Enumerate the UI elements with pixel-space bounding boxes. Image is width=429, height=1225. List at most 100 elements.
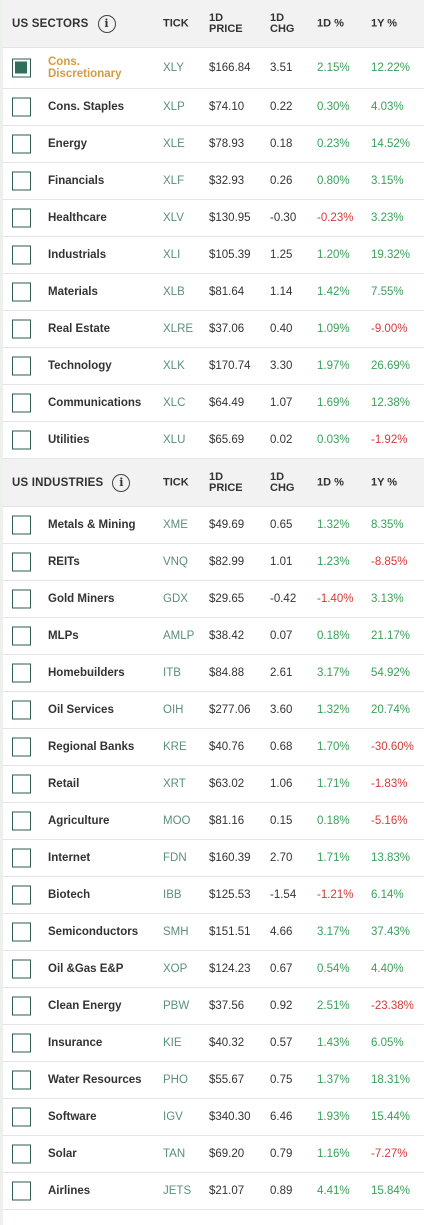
- row-name[interactable]: Energy: [48, 138, 87, 150]
- row-name[interactable]: REITs: [48, 556, 80, 568]
- row-name[interactable]: Airlines: [48, 1185, 91, 1197]
- row-name[interactable]: Semiconductors: [48, 926, 139, 938]
- table-row[interactable]: Real Estate XLRE $37.06 0.40 1.09% -9.00%: [3, 311, 424, 348]
- table-row[interactable]: Insurance KIE $40.32 0.57 1.43% 6.05%: [3, 1025, 424, 1062]
- row-checkbox[interactable]: [12, 356, 31, 376]
- col-header-1y-pct[interactable]: 1Y %: [371, 17, 398, 29]
- row-tick[interactable]: FDN: [163, 852, 187, 864]
- row-checkbox[interactable]: [12, 208, 31, 228]
- row-tick[interactable]: XLK: [163, 360, 185, 372]
- row-tick[interactable]: GDX: [163, 593, 188, 605]
- row-tick[interactable]: PBW: [163, 1000, 190, 1012]
- row-checkbox[interactable]: [12, 811, 31, 831]
- row-name[interactable]: Oil Services: [48, 704, 114, 716]
- col-header-1y-pct[interactable]: 1Y %: [371, 476, 398, 488]
- table-row[interactable]: Metals & Mining XME $49.69 0.65 1.32% 8.35%: [3, 507, 424, 544]
- row-name[interactable]: Healthcare: [48, 212, 107, 224]
- row-tick[interactable]: KRE: [163, 741, 187, 753]
- row-name[interactable]: Homebuilders: [48, 667, 125, 679]
- row-checkbox[interactable]: [12, 1144, 31, 1164]
- table-row[interactable]: REITs VNQ $82.99 1.01 1.23% -8.85%: [3, 544, 424, 581]
- row-checkbox[interactable]: [12, 1033, 31, 1053]
- row-checkbox[interactable]: [12, 1107, 31, 1127]
- row-tick[interactable]: TAN: [163, 1148, 186, 1160]
- row-checkbox[interactable]: [12, 393, 31, 413]
- table-row[interactable]: Software IGV $340.30 6.46 1.93% 15.44%: [3, 1099, 424, 1136]
- row-checkbox[interactable]: [12, 1181, 31, 1201]
- table-row[interactable]: Cons. Staples XLP $74.10 0.22 0.30% 4.03%: [3, 89, 424, 126]
- table-row[interactable]: Industrials XLI $105.39 1.25 1.20% 19.32%: [3, 237, 424, 274]
- row-checkbox[interactable]: [12, 774, 31, 794]
- table-row[interactable]: Agriculture MOO $81.16 0.15 0.18% -5.16%: [3, 803, 424, 840]
- row-tick[interactable]: XLY: [163, 62, 184, 74]
- table-row[interactable]: Healthcare XLV $130.95 -0.30 -0.23% 3.23%: [3, 200, 424, 237]
- row-name[interactable]: Regional Banks: [48, 741, 135, 753]
- row-tick[interactable]: IBB: [163, 889, 182, 901]
- table-row[interactable]: Gold Miners GDX $29.65 -0.42 -1.40% 3.13%: [3, 581, 424, 618]
- table-row[interactable]: Semiconductors SMH $151.51 4.66 3.17% 37.43%: [3, 914, 424, 951]
- row-tick[interactable]: IGV: [163, 1111, 183, 1123]
- row-checkbox[interactable]: [12, 848, 31, 868]
- row-name[interactable]: Internet: [48, 852, 91, 864]
- row-name[interactable]: Clean Energy: [48, 1000, 122, 1012]
- row-checkbox[interactable]: [12, 97, 31, 117]
- row-checkbox[interactable]: [12, 737, 31, 757]
- info-icon[interactable]: i: [97, 14, 116, 33]
- col-header-1d-pct[interactable]: 1D %: [317, 476, 344, 488]
- table-row[interactable]: Biotech IBB $125.53 -1.54 -1.21% 6.14%: [3, 877, 424, 914]
- row-name[interactable]: Utilities: [48, 434, 90, 446]
- row-tick[interactable]: OIH: [163, 704, 184, 716]
- table-row[interactable]: Communications XLC $64.49 1.07 1.69% 12.38%: [3, 385, 424, 422]
- row-name[interactable]: Financials: [48, 175, 105, 187]
- row-tick[interactable]: PHO: [163, 1074, 188, 1086]
- row-tick[interactable]: XME: [163, 519, 188, 531]
- table-row[interactable]: Solar TAN $69.20 0.79 1.16% -7.27%: [3, 1136, 424, 1173]
- row-checkbox[interactable]: [12, 700, 31, 720]
- row-checkbox[interactable]: [12, 626, 31, 646]
- row-name[interactable]: Industrials: [48, 249, 107, 261]
- row-tick[interactable]: MOO: [163, 815, 191, 827]
- row-name[interactable]: Materials: [48, 286, 98, 298]
- row-name[interactable]: Gold Miners: [48, 593, 115, 605]
- row-tick[interactable]: JETS: [163, 1185, 192, 1197]
- row-checkbox[interactable]: [12, 589, 31, 609]
- row-name[interactable]: Real Estate: [48, 323, 111, 335]
- row-tick[interactable]: XLC: [163, 397, 186, 409]
- row-tick[interactable]: XOP: [163, 963, 188, 975]
- table-row[interactable]: Retail XRT $63.02 1.06 1.71% -1.83%: [3, 766, 424, 803]
- row-tick[interactable]: KIE: [163, 1037, 182, 1049]
- row-name[interactable]: Biotech: [48, 889, 91, 901]
- info-icon[interactable]: i: [112, 473, 131, 492]
- col-header-tick[interactable]: TICK: [163, 476, 189, 488]
- table-row[interactable]: Materials XLB $81.64 1.14 1.42% 7.55%: [3, 274, 424, 311]
- row-name[interactable]: Communications: [48, 397, 142, 409]
- col-header-1d-pct[interactable]: 1D %: [317, 17, 344, 29]
- row-name[interactable]: Cons. Staples: [48, 101, 125, 113]
- row-checkbox[interactable]: [12, 1070, 31, 1090]
- row-checkbox[interactable]: [12, 245, 31, 265]
- table-row[interactable]: Water Resources PHO $55.67 0.75 1.37% 18.31%: [3, 1062, 424, 1099]
- table-row[interactable]: Technology XLK $170.74 3.30 1.97% 26.69%: [3, 348, 424, 385]
- row-tick[interactable]: XLP: [163, 101, 185, 113]
- row-tick[interactable]: XLI: [163, 249, 181, 261]
- row-name[interactable]: Technology: [48, 360, 112, 372]
- row-checkbox[interactable]: [12, 58, 31, 78]
- col-header-tick[interactable]: TICK: [163, 17, 189, 29]
- table-row[interactable]: Financials XLF $32.93 0.26 0.80% 3.15%: [3, 163, 424, 200]
- row-checkbox[interactable]: [12, 319, 31, 339]
- row-name[interactable]: Retail: [48, 778, 80, 790]
- row-tick[interactable]: XLRE: [163, 323, 194, 335]
- row-tick[interactable]: XLE: [163, 138, 185, 150]
- row-tick[interactable]: SMH: [163, 926, 189, 938]
- row-tick[interactable]: AMLP: [163, 630, 195, 642]
- table-row[interactable]: Oil &Gas E&P XOP $124.23 0.67 0.54% 4.40%: [3, 951, 424, 988]
- row-checkbox[interactable]: [12, 663, 31, 683]
- row-checkbox[interactable]: [12, 885, 31, 905]
- table-row[interactable]: Cons. Discretionary XLY $166.84 3.51 2.15% 12…: [3, 48, 424, 89]
- row-tick[interactable]: ITB: [163, 667, 181, 679]
- col-header-chg[interactable]: 1D CHG: [270, 11, 295, 35]
- table-row[interactable]: Oil Services OIH $277.06 3.60 1.32% 20.74%: [3, 692, 424, 729]
- table-row[interactable]: Energy XLE $78.93 0.18 0.23% 14.52%: [3, 126, 424, 163]
- table-row[interactable]: Internet FDN $160.39 2.70 1.71% 13.83%: [3, 840, 424, 877]
- row-checkbox[interactable]: [12, 552, 31, 572]
